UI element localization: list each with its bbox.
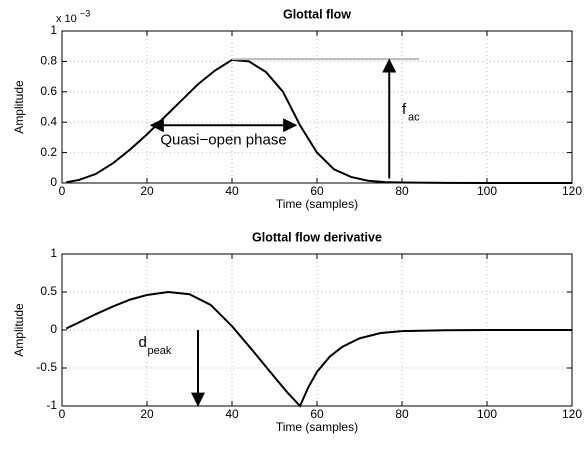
x-axis-label: Time (samples): [276, 197, 358, 211]
y-tick-label: -1: [46, 398, 57, 412]
y-tick-label: 0: [50, 322, 57, 336]
x-tick-label: 20: [140, 184, 154, 198]
x-tick-label: 40: [225, 184, 239, 198]
chart-title: Glottal flow: [283, 7, 351, 21]
x-tick-label: 120: [562, 407, 582, 421]
x-tick-label: 100: [477, 407, 497, 421]
x-tick-label: 60: [310, 184, 324, 198]
y-axis-label: Amplitude: [12, 80, 26, 134]
chart-title: Glottal flow derivative: [252, 230, 382, 244]
y-tick-label: 0.4: [40, 114, 57, 128]
line: [66, 58, 572, 184]
axis-multiplier-exp: −3: [80, 8, 90, 18]
y-tick-label: 0.8: [40, 54, 57, 68]
x-tick-label: 60: [310, 407, 324, 421]
y-axis-label: Amplitude: [12, 303, 26, 357]
x-tick-label: 20: [140, 407, 154, 421]
plot-frame: [61, 30, 573, 184]
line: [65, 290, 572, 408]
y-tick-label: 0.2: [40, 145, 57, 159]
x-tick-label: 80: [395, 407, 409, 421]
y-tick-label: 0.5: [40, 284, 57, 298]
annotation-subscript: ac: [408, 112, 420, 124]
axis-multiplier: x 10: [56, 13, 77, 25]
y-tick-label: 0.6: [40, 84, 57, 98]
x-tick-label: 120: [562, 184, 582, 198]
annotation: f: [402, 101, 407, 118]
y-tick-label: -0.5: [36, 360, 57, 374]
x-tick-label: 100: [477, 184, 497, 198]
x-tick-label: 0: [59, 407, 66, 421]
annotation: d: [139, 334, 147, 351]
annotation: Quasi−open phase: [160, 131, 286, 148]
y-tick-label: 0: [50, 175, 57, 189]
x-axis-label: Time (samples): [276, 420, 358, 434]
x-tick-label: 0: [59, 184, 66, 198]
annotation-subscript: peak: [148, 345, 172, 357]
x-tick-label: 40: [225, 407, 239, 421]
x-tick-label: 80: [395, 184, 409, 198]
y-tick-label: 1: [50, 246, 57, 260]
y-tick-label: 1: [50, 23, 57, 37]
